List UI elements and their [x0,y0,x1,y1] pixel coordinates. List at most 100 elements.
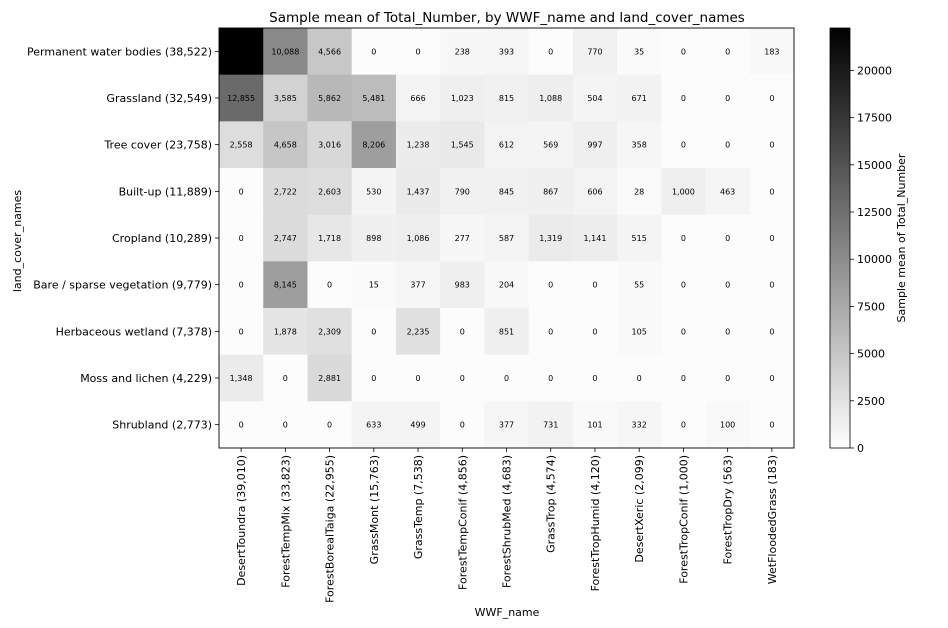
cell-value-label: 0 [725,327,730,336]
cell-value-label: 15 [369,281,379,290]
cell-value-label: 0 [769,327,774,336]
cell-value-label: 0 [460,374,465,383]
heatmap-cell [440,214,485,262]
heatmap-cell [307,28,352,75]
cell-value-label: 633 [366,421,381,430]
heatmap-cell [528,214,574,262]
heatmap-cell [307,74,352,122]
cell-value-label: 0 [592,281,597,290]
heatmap-cell [617,401,662,449]
heatmap-cell [705,214,751,262]
y-tick-label: Herbaceous wetland (7,378) [56,325,212,338]
cell-value-label: 0 [725,281,730,290]
cell-value-label: 1,348 [230,374,253,383]
cell-value-label: 612 [499,141,514,150]
heatmap-cell [484,168,529,215]
heatmap-cell [263,354,308,402]
cell-value-label: 183 [764,47,779,56]
cell-value-label: 0 [548,281,553,290]
heatmap-cell [351,121,397,169]
cell-value-label: 851 [499,327,514,336]
heatmap-cell [749,214,795,262]
x-tick-label: ForestTempConif (4,856) [456,455,469,590]
heatmap-cell [661,168,706,215]
cell-value-label: 0 [681,281,686,290]
heatmap-cell [572,168,618,215]
cell-value-label: 100 [720,421,735,430]
x-axis-label: WWF_name [475,606,540,619]
cell-value-label: 2,881 [318,374,341,383]
heatmap-cell [528,121,574,169]
cell-value-label: 0 [327,281,332,290]
heatmap-cell [440,74,485,122]
cell-value-label: 0 [504,374,509,383]
heatmap-cell [484,74,529,122]
cell-value-label: 0 [769,421,774,430]
cell-value-label: 8,145 [274,281,297,290]
x-tick-label: GrassMont (15,763) [368,455,381,564]
cell-value-label: 10,088 [271,47,299,56]
colorbar: 0 2500 5000 7500 10000 12500 15000 17500 20000 S… [829,27,908,455]
cell-value-label: 0 [239,281,244,290]
heatmap-cell [749,168,795,215]
cell-value-label: 3,016 [318,141,341,150]
heatmap-cell [528,308,574,355]
cell-value-labels: 22,248 10,088 4,566 0 0 238 393 0 770 35 0 0 183 12,8… [227,47,779,429]
heatmap-cell [263,214,308,262]
cell-value-label: 2,722 [274,187,297,196]
cell-value-label: 1,141 [584,234,607,243]
cell-value-label: 0 [460,421,465,430]
colorbar-ticks: 0 2500 5000 7500 10000 12500 15000 17500 20000 [850,64,892,455]
cell-value-label: 0 [681,47,686,56]
heatmap-cell [572,354,618,402]
cell-value-label: 845 [499,187,514,196]
cell-value-label: 790 [455,187,470,196]
heatmap-cell [749,28,795,75]
heatmap-cell [263,121,308,169]
heatmap-cell [617,121,662,169]
cell-value-label: 666 [410,94,425,103]
heatmap-cell [351,214,397,262]
heatmap-cell [749,121,795,169]
cell-value-label: 1,088 [539,94,562,103]
heatmap-cell [572,261,618,309]
heatmap-cell [351,354,397,402]
heatmap-cell [617,168,662,215]
cell-value-label: 0 [283,421,288,430]
heatmap-cell [572,121,618,169]
cell-value-label: 28 [634,187,644,196]
heatmap-cell [572,308,618,355]
cell-value-label: 1,718 [318,234,341,243]
cell-value-label: 204 [499,281,514,290]
heatmap-cell [705,354,751,402]
cell-value-label: 0 [239,421,244,430]
cell-value-label: 101 [587,421,602,430]
heatmap-cell [219,354,264,402]
heatmap-cell [617,354,662,402]
cell-value-label: 2,309 [318,327,341,336]
heatmap-cell [307,308,352,355]
colorbar-tick-label: 2500 [857,395,885,408]
heatmap-cell [395,308,441,355]
cell-value-label: 1,319 [539,234,562,243]
cell-value-label: 0 [239,187,244,196]
cell-value-label: 0 [548,47,553,56]
cell-value-label: 0 [725,94,730,103]
colorbar-tick-label: 5000 [857,348,885,361]
heatmap-cell [219,214,264,262]
heatmap-cell [395,168,441,215]
cell-value-label: 671 [632,94,647,103]
heatmap-cell [351,168,397,215]
cell-value-label: 1,878 [274,327,297,336]
cell-value-label: 238 [455,47,470,56]
heatmap-cell [351,401,397,449]
cell-value-label: 569 [543,141,558,150]
heatmap-cell [705,168,751,215]
heatmap-cell [705,121,751,169]
heatmap-cell [263,401,308,449]
cell-value-label: 0 [725,141,730,150]
y-tick-label: Grassland (32,549) [106,92,212,105]
cell-value-label: 5,481 [362,94,385,103]
heatmap-cell [351,308,397,355]
